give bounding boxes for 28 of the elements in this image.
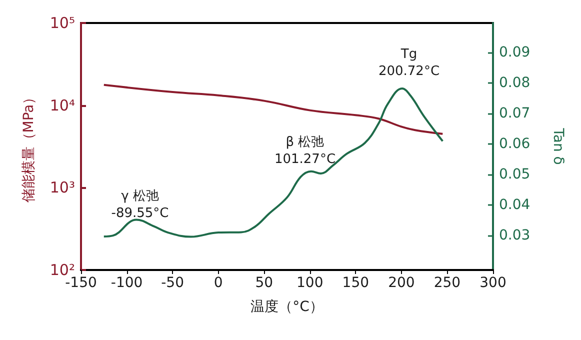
x-tick-label: 150 [342, 275, 370, 291]
y2-tick-label: 0.08 [499, 75, 530, 91]
x-tick-label: 300 [480, 275, 506, 291]
x-tick-label: -50 [161, 275, 184, 291]
x-axis-title: 温度（°C） [250, 299, 324, 315]
annotation: γ 松弛 -89.55°C [111, 189, 169, 221]
y-axis-title: 储能模量（MPa） [21, 90, 37, 203]
line-series [102, 87, 444, 238]
x-tick-label: 100 [296, 275, 324, 291]
y-tick-label: 10³ [50, 178, 75, 197]
y2-tick-label: 0.09 [499, 44, 530, 61]
x-tick-label: 0 [214, 275, 223, 291]
y2-tick-label: 0.07 [499, 105, 530, 122]
y2-tick-label: 0.06 [499, 136, 530, 152]
x-tick-label: -100 [110, 275, 143, 291]
x-tick-label: -150 [65, 275, 97, 291]
y-tick-label: 10⁴ [50, 96, 75, 114]
x-tick-label: 50 [255, 275, 274, 291]
y2-tick-label: 0.03 [499, 227, 530, 244]
line-series [102, 84, 444, 135]
x-tick-label: 250 [434, 275, 461, 291]
y2-tick-label: 0.04 [499, 196, 530, 213]
x-tick-label: 200 [388, 275, 415, 291]
y-tick-label: 10⁵ [50, 14, 75, 32]
y2-axis-title: Tan δ [550, 127, 566, 165]
annotation: Tg 200.72°C [378, 47, 440, 79]
annotation: β 松弛 101.27°C [274, 135, 336, 167]
y2-tick-label: 0.05 [499, 166, 530, 182]
